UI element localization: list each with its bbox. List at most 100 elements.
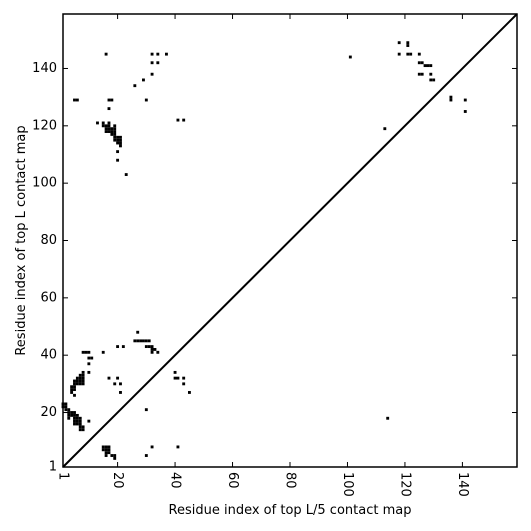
contact-point xyxy=(165,52,168,56)
contact-point xyxy=(173,370,177,374)
contact-point xyxy=(110,132,114,136)
diagonal-line xyxy=(62,13,518,468)
contact-point xyxy=(449,95,453,99)
contact-point xyxy=(73,379,76,383)
contact-point xyxy=(142,339,145,343)
contact-point xyxy=(429,72,433,76)
contact-point xyxy=(144,454,148,457)
contact-point xyxy=(81,382,85,386)
y-tick-label: 80 xyxy=(40,233,57,248)
contact-point xyxy=(73,411,76,414)
contact-point xyxy=(176,376,180,380)
contact-point xyxy=(73,388,76,392)
contact-point xyxy=(463,98,467,102)
contact-point xyxy=(87,370,91,374)
contact-point xyxy=(406,52,410,56)
contact-point xyxy=(119,138,122,142)
x-axis: 1 20 40 60 80 100 120 140 xyxy=(56,14,470,497)
contact-point xyxy=(101,445,105,449)
contact-point xyxy=(429,78,433,82)
contact-point xyxy=(423,64,427,68)
contact-point xyxy=(67,408,71,412)
y-tick-label: 140 xyxy=(32,61,57,76)
contact-point xyxy=(397,41,401,45)
y-tick-label: 20 xyxy=(40,405,57,420)
contact-point xyxy=(81,428,85,432)
contact-point xyxy=(409,52,413,56)
contact-point xyxy=(61,405,65,409)
x-tick-label: 100 xyxy=(340,472,355,497)
contact-point xyxy=(107,127,111,131)
contact-point xyxy=(142,78,145,82)
contact-point xyxy=(73,413,76,417)
contact-point xyxy=(116,158,120,162)
contact-point xyxy=(104,130,108,133)
contact-point xyxy=(70,411,74,414)
contact-point xyxy=(81,370,85,374)
x-tick-label: 120 xyxy=(397,472,412,497)
contact-point xyxy=(426,64,430,68)
contact-point xyxy=(144,339,148,343)
contact-point xyxy=(182,382,186,386)
contact-point xyxy=(110,98,114,102)
contact-point xyxy=(119,135,122,139)
contact-point xyxy=(75,382,79,386)
contact-point xyxy=(84,350,88,354)
contact-point xyxy=(78,425,82,429)
contact-point xyxy=(110,127,114,131)
contact-point xyxy=(113,127,117,131)
contact-point xyxy=(150,72,154,76)
contact-point xyxy=(75,419,79,423)
x-tick-label: 80 xyxy=(283,472,298,489)
contact-point xyxy=(107,121,111,125)
contact-point xyxy=(81,350,85,354)
contact-point xyxy=(70,388,74,392)
contact-point xyxy=(104,448,108,452)
y-axis-label: Residue index of top L contact map xyxy=(14,125,29,355)
contact-point xyxy=(156,52,160,56)
contact-point xyxy=(81,379,85,383)
contact-point xyxy=(113,124,117,128)
contact-point xyxy=(107,124,111,128)
contact-point xyxy=(73,98,76,102)
contact-point xyxy=(75,413,79,417)
contact-point xyxy=(156,61,160,65)
contact-point xyxy=(70,413,74,417)
contact-point xyxy=(116,141,120,145)
contact-point xyxy=(70,391,74,394)
contact-point xyxy=(101,121,105,125)
contact-point xyxy=(116,376,120,380)
contact-point xyxy=(150,348,154,351)
contact-point xyxy=(182,118,186,122)
contact-point xyxy=(107,451,111,455)
contact-point xyxy=(133,84,137,88)
contact-point xyxy=(110,130,114,133)
contact-point xyxy=(96,121,99,125)
contact-point xyxy=(75,98,79,102)
contact-point xyxy=(64,405,68,409)
contact-point xyxy=(113,130,117,133)
contact-point xyxy=(119,144,122,148)
contact-point xyxy=(73,419,76,423)
contact-point xyxy=(75,422,79,426)
y-tick-label: 120 xyxy=(32,118,57,133)
contact-point xyxy=(104,454,108,457)
contact-point xyxy=(107,376,111,380)
contact-point xyxy=(116,345,120,349)
contact-point xyxy=(136,330,140,334)
contact-point xyxy=(417,72,421,76)
contact-point xyxy=(420,72,424,76)
contact-point xyxy=(113,135,117,139)
contact-point xyxy=(113,132,117,136)
contact-point xyxy=(429,64,433,68)
contact-point xyxy=(73,382,76,386)
contact-point xyxy=(75,379,79,383)
y-tick-label: 40 xyxy=(40,348,57,363)
contact-point xyxy=(406,41,410,45)
contact-point xyxy=(75,376,79,380)
contact-point xyxy=(107,445,111,449)
contact-point xyxy=(78,422,82,426)
contact-point xyxy=(116,150,120,154)
y-tick-label: 1 xyxy=(49,460,57,475)
